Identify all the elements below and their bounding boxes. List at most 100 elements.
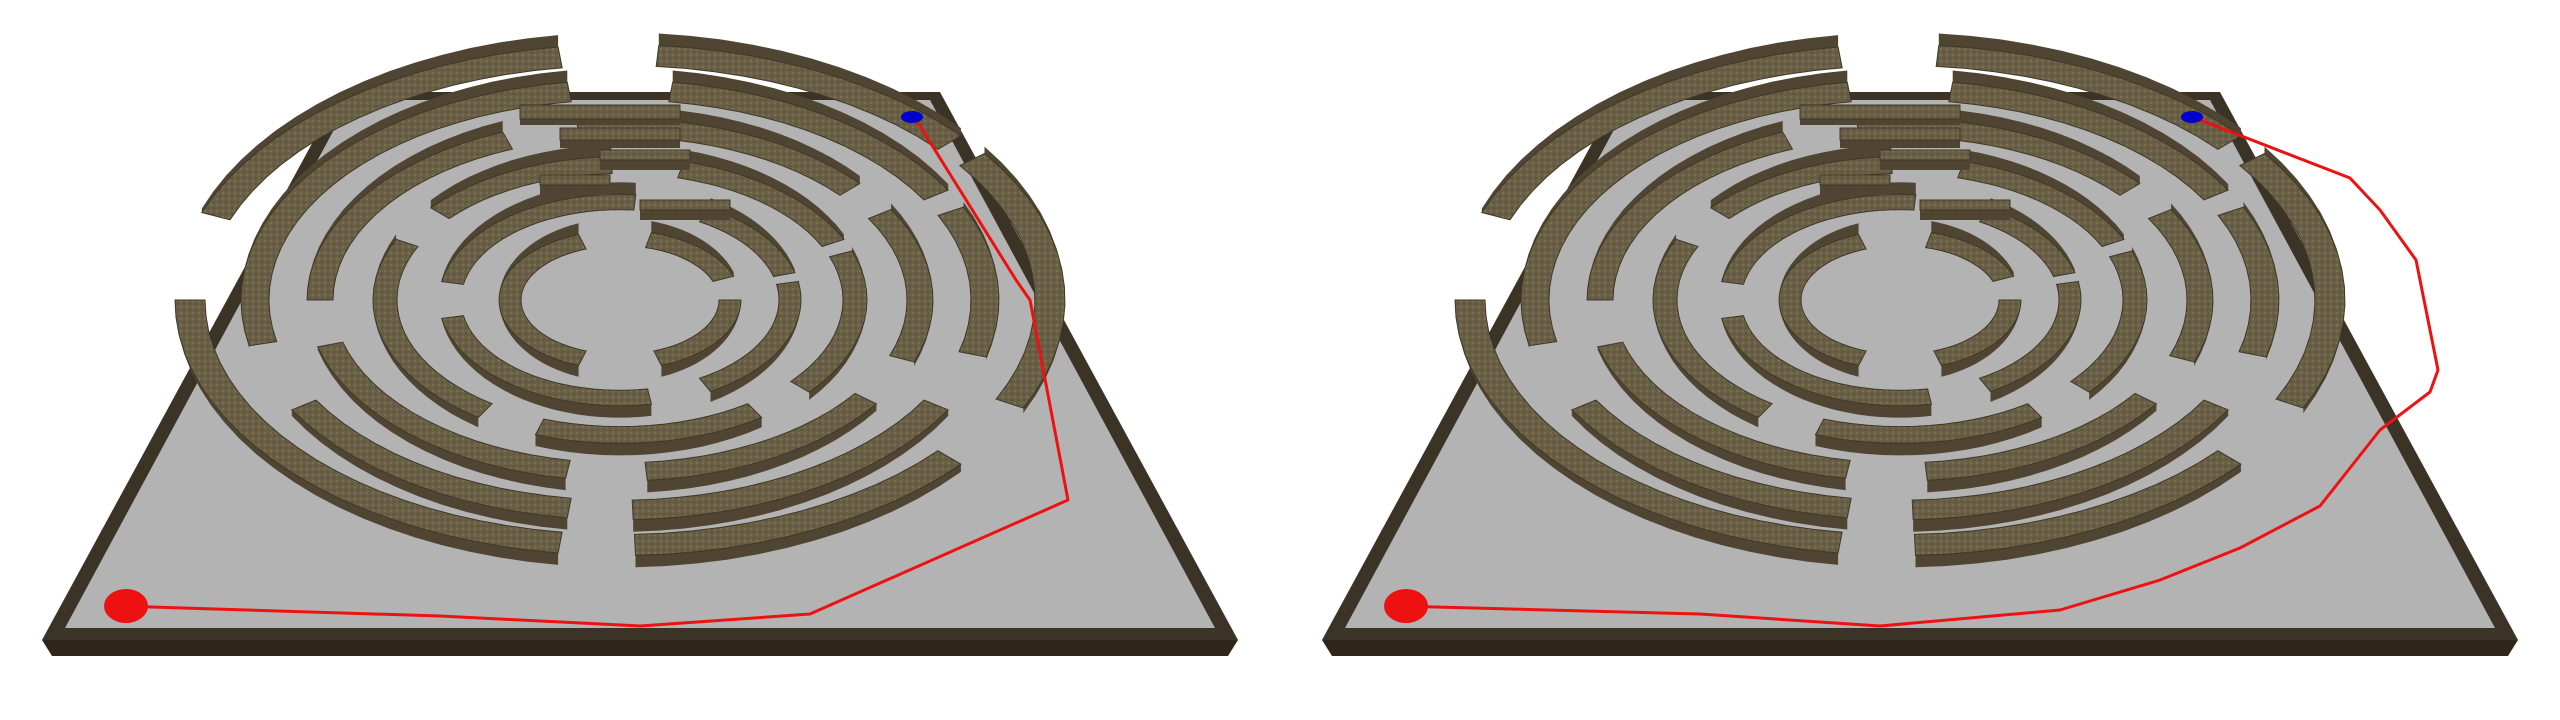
maze-wall-side bbox=[1913, 409, 2229, 532]
maze-wall bbox=[1814, 403, 2043, 444]
left-panel bbox=[42, 33, 1238, 656]
maze-wall-side bbox=[1587, 121, 1783, 300]
maze-wall bbox=[1978, 281, 2082, 393]
maze-wall bbox=[1879, 149, 1971, 161]
maze-wall bbox=[1978, 207, 2076, 278]
maze-wall-side bbox=[1880, 160, 1970, 170]
goal-marker bbox=[901, 111, 923, 123]
maze-wall bbox=[372, 238, 493, 419]
maze-wall-side bbox=[307, 121, 503, 300]
maze-wall bbox=[1948, 81, 2230, 201]
maze-wall-side bbox=[640, 210, 730, 220]
maze-wall bbox=[644, 392, 878, 481]
maze-wall bbox=[1911, 399, 2230, 521]
maze-wall bbox=[2069, 250, 2148, 393]
maze-wall-side bbox=[1931, 221, 2014, 277]
maze-wall-side bbox=[1941, 300, 2021, 377]
maze-wall bbox=[599, 149, 691, 161]
maze-wall bbox=[937, 206, 1000, 358]
maze-wall bbox=[698, 207, 796, 278]
maze-wall bbox=[1919, 199, 2011, 211]
maze-wall-side bbox=[1990, 279, 2081, 402]
maze-wall-side bbox=[633, 409, 949, 532]
maze-wall bbox=[498, 233, 587, 367]
maze-wall-side bbox=[535, 417, 762, 456]
maze-wall bbox=[534, 403, 763, 444]
maze-wall bbox=[174, 299, 563, 554]
maze-wall-side bbox=[1927, 403, 2157, 493]
maze-wall-side bbox=[1938, 33, 2241, 136]
right-maze-view bbox=[1322, 33, 2518, 656]
maze-wall-side bbox=[175, 300, 559, 565]
maze-wall bbox=[441, 193, 637, 285]
maze-wall bbox=[1819, 174, 1891, 186]
maze-wall bbox=[306, 131, 514, 301]
maze-wall-side bbox=[1710, 144, 1892, 208]
maze-wall bbox=[644, 232, 735, 282]
maze-wall bbox=[240, 81, 572, 347]
maze-wall bbox=[1913, 450, 2242, 556]
maze-wall bbox=[631, 399, 950, 521]
maze-wall bbox=[1924, 392, 2158, 481]
maze-wall bbox=[1799, 104, 1961, 120]
maze-wall bbox=[1839, 127, 1961, 141]
maze-wall bbox=[519, 104, 681, 120]
maze-wall bbox=[698, 281, 802, 393]
goal-marker bbox=[2181, 111, 2203, 123]
maze-wall-side bbox=[1920, 210, 2010, 220]
maze-wall bbox=[441, 315, 653, 407]
maze-wall-side bbox=[2089, 246, 2147, 400]
maze-wall-side bbox=[1597, 346, 1846, 491]
maze-wall-side bbox=[1963, 149, 2124, 240]
maze-wall-side bbox=[809, 246, 867, 400]
maze-wall bbox=[1652, 238, 1773, 419]
maze-wall bbox=[1721, 193, 1917, 285]
maze-wall bbox=[2147, 208, 2214, 363]
maze-wall-side bbox=[1915, 464, 2241, 568]
maze-wall-side bbox=[683, 149, 844, 240]
maze-wall bbox=[1454, 299, 1843, 554]
maze-wall bbox=[653, 299, 742, 367]
maze-wall bbox=[316, 341, 571, 479]
solution-path bbox=[1397, 116, 2440, 628]
maze-wall-side bbox=[1820, 185, 1890, 195]
maze-wall-side bbox=[560, 138, 680, 148]
maze-walls bbox=[174, 33, 1066, 568]
maze-wall-side bbox=[635, 464, 961, 568]
maze-wall bbox=[200, 46, 563, 221]
maze-wall bbox=[1721, 315, 1933, 407]
maze-frame-front-edge bbox=[42, 640, 1238, 656]
maze-wall-side bbox=[1721, 182, 1916, 282]
maze-wall-side bbox=[1455, 300, 1839, 565]
maze-wall bbox=[639, 199, 731, 211]
maze-wall-side bbox=[647, 403, 877, 493]
maze-wall bbox=[1924, 232, 2015, 282]
solution-path bbox=[117, 117, 1070, 628]
maze-wall-side bbox=[441, 182, 636, 282]
maze-wall bbox=[1586, 131, 1794, 301]
maze-wall bbox=[2239, 152, 2346, 409]
maze-wall-side bbox=[651, 221, 734, 277]
maze-wall bbox=[677, 160, 845, 248]
maze-wall bbox=[1935, 44, 2242, 150]
right-panel bbox=[1280, 0, 2560, 720]
left-maze-view bbox=[42, 33, 1238, 656]
maze-wall bbox=[1778, 233, 1867, 367]
maze-wall bbox=[789, 250, 868, 393]
start-marker bbox=[1384, 589, 1428, 623]
maze-wall bbox=[1933, 299, 2022, 367]
maze-wall-side bbox=[1800, 115, 1960, 125]
maze-wall-side bbox=[317, 346, 566, 491]
maze-wall bbox=[1709, 156, 1893, 220]
maze-wall bbox=[559, 127, 681, 141]
maze-wall bbox=[633, 450, 962, 556]
maze-wall-side bbox=[430, 144, 612, 208]
maze-wall-side bbox=[658, 33, 961, 136]
maze-frame-front-edge bbox=[1322, 640, 2518, 656]
maze-wall-side bbox=[1952, 70, 2229, 191]
maze-wall bbox=[867, 208, 934, 363]
maze-wall-side bbox=[1721, 318, 1932, 418]
maze-wall bbox=[539, 174, 611, 186]
maze-wall-side bbox=[661, 300, 741, 377]
